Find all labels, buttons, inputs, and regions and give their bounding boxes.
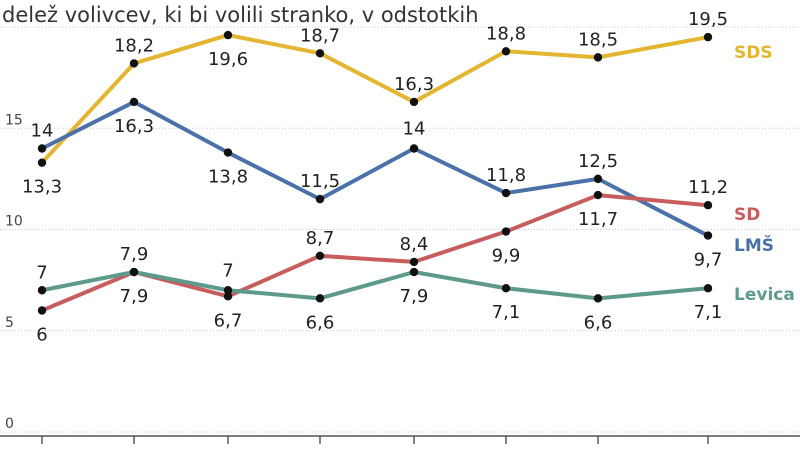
series-label: SDS xyxy=(734,43,773,63)
data-point xyxy=(315,49,325,58)
data-label: 6,6 xyxy=(584,312,613,333)
data-label: 7,9 xyxy=(120,286,149,307)
data-labels: 13,3 18,2 19,6 18,7 16,3 18,8 18,5 19,5 14 16,3 13… xyxy=(22,9,728,345)
data-point xyxy=(37,306,47,315)
data-points xyxy=(37,30,713,315)
data-label: 7,9 xyxy=(120,244,149,265)
data-point xyxy=(129,59,139,68)
data-point xyxy=(315,251,325,261)
data-point xyxy=(501,284,511,293)
data-label: 8,4 xyxy=(400,234,429,255)
data-label: 16,3 xyxy=(114,116,154,137)
data-label: 11,2 xyxy=(688,177,728,198)
series-line xyxy=(40,270,710,301)
data-label: 7 xyxy=(36,262,47,283)
data-label: 18,7 xyxy=(300,25,340,46)
data-point xyxy=(409,144,419,153)
data-point xyxy=(315,294,325,303)
data-label: 6,7 xyxy=(214,310,243,331)
data-point xyxy=(129,267,139,277)
data-label: 19,5 xyxy=(688,9,728,30)
data-point xyxy=(223,292,233,301)
data-label: 18,5 xyxy=(578,29,618,50)
data-point xyxy=(703,284,713,293)
data-label: 19,6 xyxy=(208,49,248,70)
data-label: 14 xyxy=(403,119,426,140)
data-label: 6 xyxy=(36,325,47,346)
data-point xyxy=(315,194,325,204)
data-label: 9,7 xyxy=(694,250,723,271)
data-label: 8,7 xyxy=(306,228,335,249)
y-tick-label: 15 xyxy=(5,112,23,128)
data-label: 16,3 xyxy=(394,74,434,95)
data-label: 13,3 xyxy=(22,177,62,198)
data-label: 9,9 xyxy=(492,246,521,267)
data-label: 18,8 xyxy=(486,23,526,44)
data-point xyxy=(593,53,603,62)
grid: 0 5 10 15 xyxy=(0,26,800,433)
y-tick-label: 10 xyxy=(5,214,23,230)
data-label: 11,5 xyxy=(300,171,340,192)
x-axis xyxy=(0,435,800,444)
data-point xyxy=(703,201,713,210)
data-point xyxy=(593,190,603,200)
data-label: 7,9 xyxy=(400,286,429,307)
data-point xyxy=(593,294,603,303)
data-point xyxy=(409,97,419,107)
chart-title: delež volivcev, ki bi volili stranko, v … xyxy=(2,3,479,27)
series-line xyxy=(40,99,710,238)
data-label: 14 xyxy=(31,121,54,142)
data-label: 13,8 xyxy=(208,167,248,188)
series-line xyxy=(40,33,710,165)
y-tick-label: 0 xyxy=(5,416,14,432)
data-point xyxy=(37,144,47,153)
data-point xyxy=(593,174,603,184)
data-point xyxy=(409,267,419,277)
data-label: 7 xyxy=(222,260,233,281)
series-label: Levica xyxy=(734,285,795,305)
data-point xyxy=(501,188,511,198)
series-labels: SDS LMŠ SD Levica xyxy=(734,43,795,305)
data-point xyxy=(129,97,139,107)
data-point xyxy=(223,286,233,295)
data-point xyxy=(409,257,419,267)
data-label: 18,2 xyxy=(114,35,154,56)
data-point xyxy=(37,286,47,295)
series-label: LMŠ xyxy=(734,234,774,256)
data-label: 7,1 xyxy=(492,302,521,323)
data-point xyxy=(703,231,713,240)
data-point xyxy=(223,148,233,157)
data-point xyxy=(501,227,511,236)
data-label: 12,5 xyxy=(578,151,618,172)
data-label: 11,7 xyxy=(578,209,618,230)
series-lines xyxy=(40,33,710,313)
data-point xyxy=(37,158,47,167)
data-label: 7,1 xyxy=(694,302,723,323)
data-point xyxy=(223,30,233,40)
data-label: 6,6 xyxy=(306,312,335,333)
data-label: 11,8 xyxy=(486,165,526,186)
y-tick-label: 5 xyxy=(5,315,14,331)
data-point xyxy=(501,47,511,56)
data-point xyxy=(703,32,713,42)
series-label: SD xyxy=(734,205,760,225)
